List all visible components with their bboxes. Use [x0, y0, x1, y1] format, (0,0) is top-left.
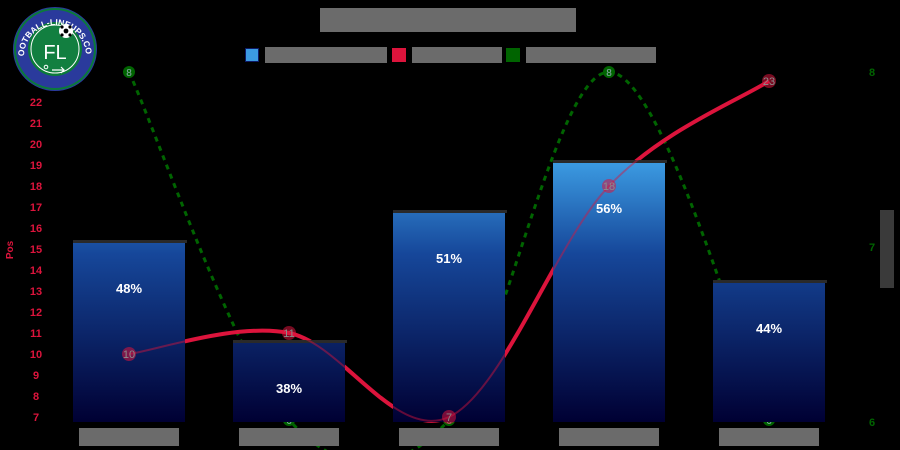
dashed-line-swatch-icon	[506, 48, 520, 62]
svg-text:8: 8	[126, 68, 132, 79]
bar-value-label: 56%	[596, 201, 622, 216]
left-axis-tick: 10	[30, 349, 42, 361]
left-axis-tick: 21	[30, 118, 42, 130]
bar-value-label: 38%	[276, 381, 302, 396]
left-axis-tick: 14	[30, 265, 43, 277]
position-point[interactable]	[762, 74, 776, 88]
svg-text:23: 23	[763, 76, 775, 88]
svg-text:FL: FL	[43, 42, 66, 64]
bar-series	[73, 160, 827, 422]
bar-value-label: 51%	[436, 251, 462, 266]
position-point[interactable]	[442, 410, 456, 424]
x-axis-label	[79, 428, 179, 446]
site-logo: FOOTBALL-LINEUPS.COM FL	[8, 0, 98, 92]
left-axis-tick: 9	[33, 370, 39, 382]
left-axis-title: Pos	[5, 240, 16, 259]
right-axis-tick: 6	[869, 417, 875, 429]
svg-text:7: 7	[446, 412, 452, 424]
bar-value-label: 48%	[116, 281, 142, 296]
left-axis-tick: 16	[30, 223, 42, 235]
svg-text:10: 10	[123, 349, 135, 361]
legend-label	[265, 47, 387, 63]
left-axis-tick: 12	[30, 307, 42, 319]
bar[interactable]	[393, 213, 505, 422]
position-point[interactable]	[602, 179, 616, 193]
right-axis-title	[880, 210, 894, 288]
bar-value-label: 44%	[756, 321, 782, 336]
svg-text:8: 8	[606, 68, 612, 79]
svg-text:18: 18	[603, 181, 615, 193]
x-axis-label	[719, 428, 819, 446]
legend-label	[412, 47, 502, 63]
right-axis-tick: 8	[869, 67, 875, 79]
green-point[interactable]	[603, 66, 615, 78]
left-axis-tick: 15	[30, 244, 42, 256]
position-line-overlay: 10 11 7 18 23	[122, 74, 776, 424]
chart-title	[320, 8, 576, 32]
left-axis-tick: 19	[30, 160, 42, 172]
legend-label	[526, 47, 656, 63]
left-axis-tick: 13	[30, 286, 42, 298]
left-axis-tick: 20	[30, 139, 42, 151]
green-point[interactable]	[123, 66, 135, 78]
left-axis-tick: 7	[33, 412, 39, 424]
right-y-axis: 8 7 6	[869, 67, 894, 429]
bar[interactable]	[713, 283, 825, 422]
x-axis-label	[399, 428, 499, 446]
left-axis-tick: 8	[33, 391, 39, 403]
position-point[interactable]	[282, 326, 296, 340]
position-point[interactable]	[122, 347, 136, 361]
left-axis-tick: 11	[30, 328, 42, 340]
left-axis-tick: 17	[30, 202, 42, 214]
data-labels: 48% 38% 51% 56% 44%	[116, 201, 782, 396]
x-axis-label	[239, 428, 339, 446]
line-swatch-icon	[392, 48, 406, 62]
left-axis-tick: 22	[30, 97, 42, 109]
x-axis	[79, 428, 819, 446]
left-y-axis: 22 21 20 19 18 17 16 15 14 13 12 11 10 9 8 7 Pos	[5, 97, 43, 424]
x-axis-label	[559, 428, 659, 446]
bar-swatch-icon	[245, 48, 259, 62]
bar[interactable]	[553, 163, 665, 422]
svg-text:11: 11	[283, 328, 294, 340]
football-lineups-logo-icon: FOOTBALL-LINEUPS.COM FL	[8, 0, 97, 91]
right-axis-tick: 7	[869, 242, 875, 254]
left-axis-tick: 18	[30, 181, 42, 193]
bar[interactable]	[73, 243, 185, 422]
bar[interactable]	[233, 343, 345, 422]
